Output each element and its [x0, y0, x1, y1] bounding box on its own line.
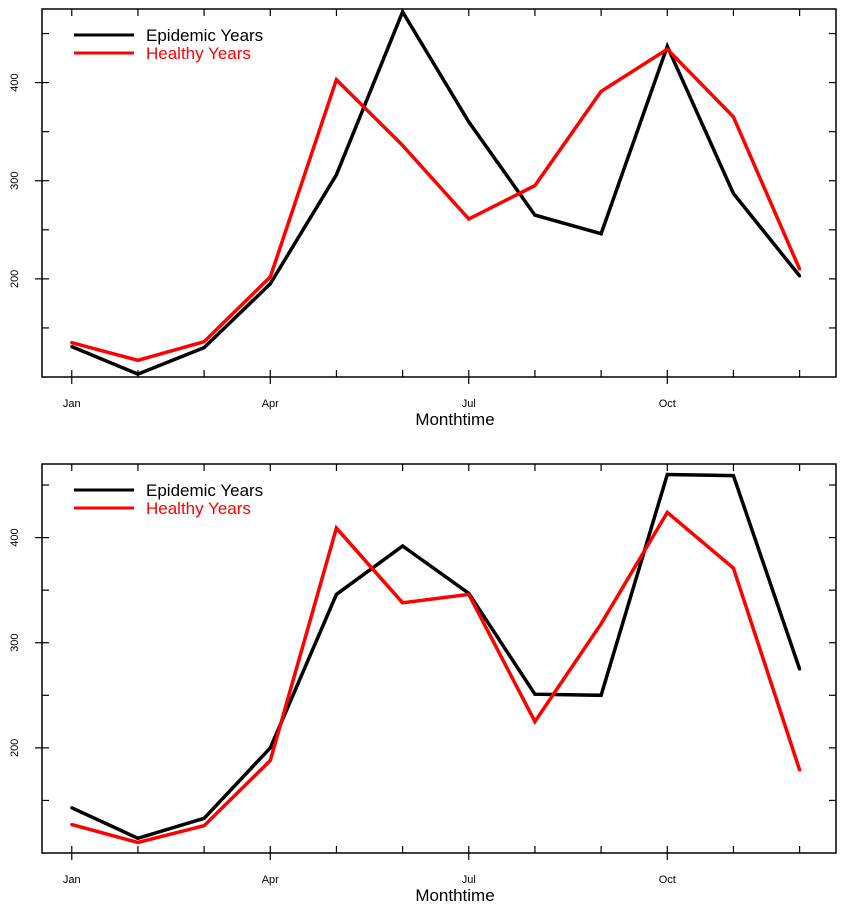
x-tick-label: Oct — [659, 874, 676, 886]
data-point — [599, 89, 603, 94]
data-point — [599, 232, 603, 236]
plot-frame — [41, 8, 837, 378]
x-axis-title: Monthtime — [415, 886, 494, 905]
series-line-epidemic-years — [71, 472, 802, 841]
data-point — [599, 622, 603, 626]
data-point — [268, 275, 272, 279]
y-tick-label: 300 — [9, 634, 21, 652]
data-point — [202, 816, 206, 820]
data-point — [467, 592, 471, 596]
data-point — [467, 120, 471, 124]
data-point — [334, 173, 339, 177]
legend-label: Epidemic Years — [146, 26, 263, 45]
data-point — [334, 526, 339, 530]
data-point — [202, 345, 206, 350]
data-point — [268, 746, 272, 750]
data-point — [533, 719, 537, 724]
data-point — [665, 510, 669, 514]
data-point — [202, 824, 206, 828]
data-point — [731, 191, 736, 196]
y-tick-label: 400 — [9, 73, 21, 91]
x-tick-label: Jul — [462, 874, 476, 886]
y-tick-label: 200 — [9, 739, 21, 757]
data-point — [798, 667, 802, 671]
data-point — [533, 692, 537, 696]
data-point — [798, 267, 802, 271]
y-tick-label: 300 — [9, 172, 21, 190]
data-point — [798, 768, 802, 772]
data-point — [268, 282, 272, 286]
legend-label: Healthy Years — [146, 44, 251, 63]
chart-panel-bottom: Jan Apr Jul Oct 200 300 400 Monthtime Epidemic Y… — [9, 463, 837, 905]
x-tick-label: Oct — [659, 398, 676, 410]
legend-label: Healthy Years — [146, 499, 251, 518]
data-point — [599, 693, 603, 697]
data-point — [70, 341, 74, 345]
series-line-healthy-years — [71, 509, 802, 845]
x-tick-label: Jan — [63, 874, 81, 886]
data-point — [70, 344, 74, 349]
data-point — [136, 836, 140, 840]
data-point — [268, 758, 272, 763]
data-point — [136, 358, 140, 362]
data-point — [136, 840, 140, 845]
chart-panel-top: Jan Apr Jul Oct 200 300 400 Monthtime Epidemic Y… — [9, 8, 837, 429]
data-point — [70, 806, 74, 810]
data-point — [533, 184, 537, 188]
data-point — [401, 10, 405, 14]
y-tick-label: 200 — [9, 270, 21, 288]
plot-frame — [41, 463, 837, 854]
data-point — [401, 601, 405, 605]
data-point — [665, 47, 669, 51]
data-point — [533, 213, 537, 217]
data-point — [202, 340, 206, 344]
x-tick-label: Apr — [262, 874, 279, 886]
data-point — [665, 472, 669, 477]
data-point — [731, 115, 736, 119]
data-point — [665, 44, 669, 48]
data-point — [136, 372, 140, 376]
data-point — [334, 78, 339, 82]
x-axis-title: Monthtime — [415, 410, 494, 429]
series-line-epidemic-years — [71, 8, 801, 376]
series-line-healthy-years — [71, 46, 802, 363]
data-point — [731, 473, 736, 478]
x-tick-label: Apr — [262, 398, 279, 410]
x-tick-label: Jul — [462, 398, 476, 410]
data-point — [731, 566, 736, 570]
data-point — [401, 143, 405, 148]
data-point — [401, 544, 405, 548]
y-tick-label: 400 — [9, 528, 21, 546]
data-point — [334, 592, 339, 596]
data-point — [467, 217, 471, 221]
data-point — [70, 823, 74, 827]
x-tick-label: Jan — [63, 398, 81, 410]
data-point — [798, 274, 802, 278]
legend-label: Epidemic Years — [146, 481, 263, 500]
